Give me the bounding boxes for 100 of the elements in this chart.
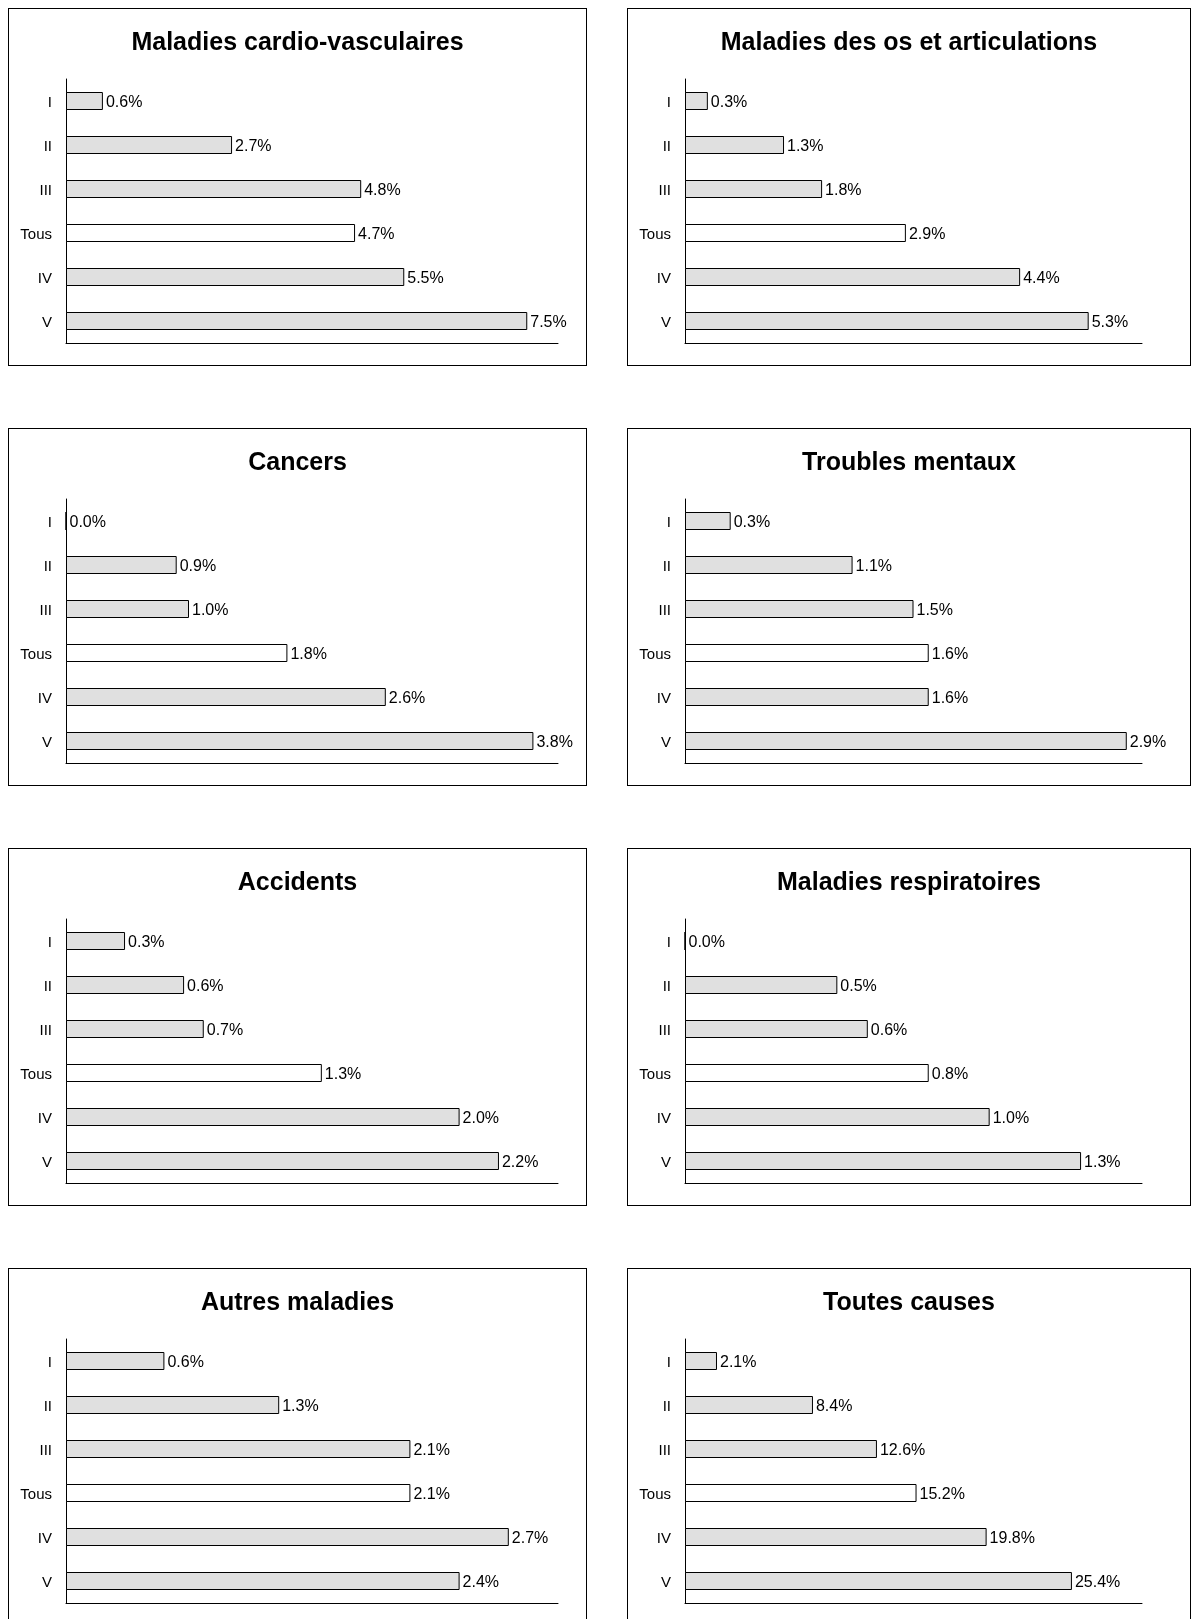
y-tick-label: III [39, 1020, 52, 1038]
data-label: 2.9% [908, 224, 946, 242]
y-tick-label: II [662, 556, 671, 574]
y-tick-label: II [43, 136, 52, 154]
y-tick-label: Tous [20, 644, 52, 662]
y-tick-label: II [662, 136, 671, 154]
data-label: 0.3% [733, 512, 771, 530]
chart-title: Troubles mentaux [802, 446, 1017, 475]
data-label: 1.3% [282, 1396, 319, 1414]
data-label: 1.8% [290, 644, 327, 662]
y-tick-label: III [658, 1020, 671, 1038]
data-label: 12.6% [879, 1440, 926, 1458]
y-tick-label: V [41, 1152, 52, 1170]
y-tick-label: III [39, 180, 52, 198]
y-tick-label: IV [37, 1108, 52, 1126]
data-label: 1.5% [916, 600, 953, 618]
chart-title: Toutes causes [823, 1286, 995, 1315]
y-tick-label: Tous [639, 224, 671, 242]
data-label: 8.4% [815, 1396, 853, 1414]
data-label: 0.3% [128, 932, 165, 950]
y-tick-label: V [41, 312, 52, 330]
y-tick-label: IV [656, 268, 671, 286]
data-label: 0.6% [167, 1352, 204, 1370]
y-tick-label: I [666, 932, 671, 950]
y-tick-label: III [39, 600, 52, 618]
y-tick-label: I [666, 92, 671, 110]
y-tick-label: V [660, 732, 671, 750]
y-tick-label: II [43, 1396, 52, 1414]
y-tick-label: Tous [639, 1064, 671, 1082]
data-label: 0.5% [840, 976, 877, 994]
data-label: 0.6% [105, 92, 143, 110]
data-label: 0.9% [179, 556, 217, 574]
y-tick-label: I [47, 512, 52, 530]
y-tick-label: Tous [20, 1484, 52, 1502]
chart-title: Autres maladies [200, 1286, 395, 1315]
y-tick-label: IV [37, 1528, 52, 1546]
y-tick-label: I [47, 92, 52, 110]
y-tick-label: II [43, 556, 52, 574]
data-label: 3.8% [536, 732, 573, 750]
data-label: 1.3% [1084, 1152, 1121, 1170]
y-tick-label: IV [656, 1108, 671, 1126]
y-tick-label: IV [656, 1528, 671, 1546]
data-label: 1.3% [324, 1064, 362, 1082]
data-label: 0.6% [187, 976, 224, 994]
y-tick-label: II [662, 976, 671, 994]
y-tick-label: I [666, 512, 671, 530]
y-tick-label: IV [656, 688, 671, 706]
y-tick-label: V [660, 1572, 671, 1590]
chart-title: Cancers [248, 446, 347, 475]
y-tick-label: Tous [639, 1484, 671, 1502]
data-label: 1.8% [825, 180, 862, 198]
data-label: 1.1% [855, 556, 893, 574]
y-tick-label: Tous [20, 224, 52, 242]
y-tick-label: V [41, 732, 52, 750]
data-label: 19.8% [989, 1528, 1035, 1546]
chart-title: Accidents [237, 866, 358, 895]
y-tick-label: I [666, 1352, 671, 1370]
data-label: 0.3% [710, 92, 748, 110]
data-label: 1.0% [992, 1108, 1030, 1126]
y-tick-label: V [660, 1152, 671, 1170]
data-label: 15.2% [919, 1484, 965, 1502]
data-label: 1.0% [192, 600, 229, 618]
data-label: 1.3% [787, 136, 824, 154]
data-label: 2.7% [235, 136, 272, 154]
data-label: 2.1% [719, 1352, 757, 1370]
chart-title: Maladies cardio-vasculaires [131, 26, 464, 55]
y-tick-label: III [658, 180, 671, 198]
data-label: 4.4% [1023, 268, 1060, 286]
data-label: 5.3% [1091, 312, 1129, 330]
chart-title: Maladies des os et articulations [720, 26, 1098, 55]
y-tick-label: III [658, 600, 671, 618]
data-label: 4.7% [358, 224, 395, 242]
data-label: 1.6% [931, 688, 969, 706]
y-tick-label: V [660, 312, 671, 330]
y-tick-label: Tous [639, 644, 671, 662]
y-tick-label: III [658, 1440, 671, 1458]
data-label: 2.2% [501, 1152, 539, 1170]
data-label: 5.5% [407, 268, 444, 286]
data-label: 0.0% [69, 512, 106, 530]
data-label: 0.6% [870, 1020, 908, 1038]
data-label: 0.0% [688, 932, 725, 950]
y-tick-label: II [43, 976, 52, 994]
y-tick-label: III [39, 1440, 52, 1458]
data-label: 2.1% [413, 1484, 450, 1502]
data-label: 1.6% [931, 644, 969, 662]
data-label: 2.1% [413, 1440, 450, 1458]
y-tick-label: Tous [20, 1064, 52, 1082]
data-label: 0.8% [931, 1064, 969, 1082]
data-label: 7.5% [530, 312, 567, 330]
y-tick-label: IV [37, 268, 52, 286]
y-tick-label: IV [37, 688, 52, 706]
y-tick-label: I [47, 932, 52, 950]
data-label: 2.4% [462, 1572, 500, 1590]
y-tick-label: V [41, 1572, 52, 1590]
chart-title: Maladies respiratoires [776, 866, 1042, 895]
data-label: 0.7% [206, 1020, 244, 1038]
y-tick-label: I [47, 1352, 52, 1370]
data-label: 2.6% [388, 688, 426, 706]
data-label: 2.9% [1129, 732, 1167, 750]
data-label: 4.8% [364, 180, 401, 198]
